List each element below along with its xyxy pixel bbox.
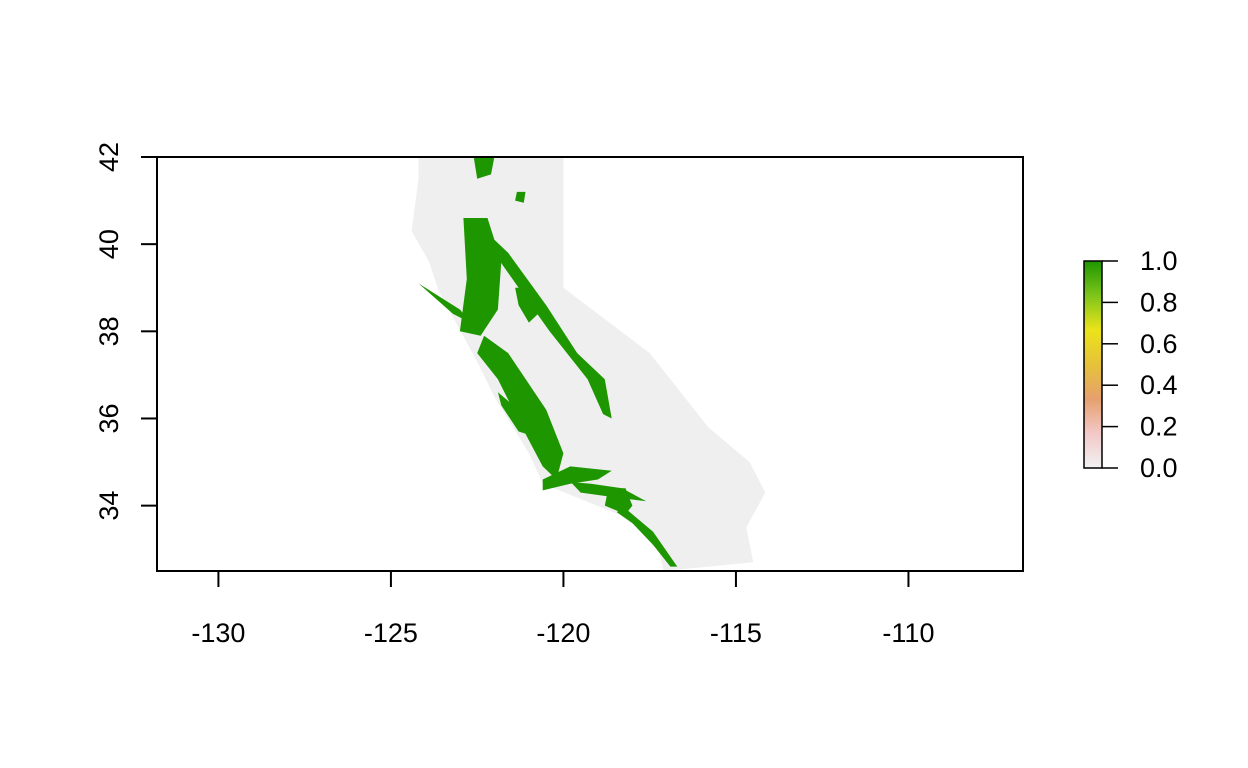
- raster-cells-value-1-region-3: [515, 287, 543, 323]
- raster-cells-value-1-region-4: [477, 335, 564, 480]
- raster-cells-value-1-region-12: [477, 265, 490, 284]
- legend-tick-label: 0.6: [1140, 329, 1178, 359]
- y-tick-label: 40: [94, 229, 124, 259]
- raster-cells-value-1-region-5: [497, 392, 533, 436]
- x-tick-label: -125: [364, 618, 418, 648]
- legend-color-bar: [1083, 260, 1103, 469]
- legend-tick-label: 1.0: [1140, 246, 1178, 276]
- raster-cells-value-1-region-10: [473, 157, 495, 179]
- y-tick-label: 36: [94, 403, 124, 433]
- raster-cells-value-1-region-8: [604, 488, 633, 515]
- x-tick-label: -120: [536, 618, 590, 648]
- x-tick-label: -130: [191, 618, 245, 648]
- raster-map-area: [411, 157, 766, 571]
- x-axis: -130 -125 -120 -115 -110: [191, 570, 934, 648]
- raster-cells-value-1-region-6: [542, 466, 612, 491]
- legend-tick-label: 0.0: [1140, 453, 1178, 483]
- raster-cells-value-1-region-9: [616, 505, 678, 567]
- x-tick-label: -110: [882, 618, 934, 648]
- raster-cells-value-1-region-11: [515, 191, 526, 203]
- y-axis: 34 36 38 40 42: [94, 142, 158, 521]
- legend-tick-label: 0.8: [1140, 287, 1178, 317]
- color-legend: 0.0 0.2 0.4 0.6 0.8 1.0: [1083, 246, 1178, 483]
- y-tick-label: 42: [94, 142, 124, 172]
- legend-tick-label: 0.2: [1140, 412, 1178, 442]
- raster-cells-value-1-region-1: [491, 239, 612, 419]
- y-tick-label: 38: [94, 316, 124, 346]
- legend-tick-label: 0.4: [1140, 370, 1178, 400]
- x-tick-label: -115: [710, 618, 762, 648]
- y-tick-label: 34: [94, 491, 124, 521]
- raster-cells-value-1-region-2: [418, 283, 471, 323]
